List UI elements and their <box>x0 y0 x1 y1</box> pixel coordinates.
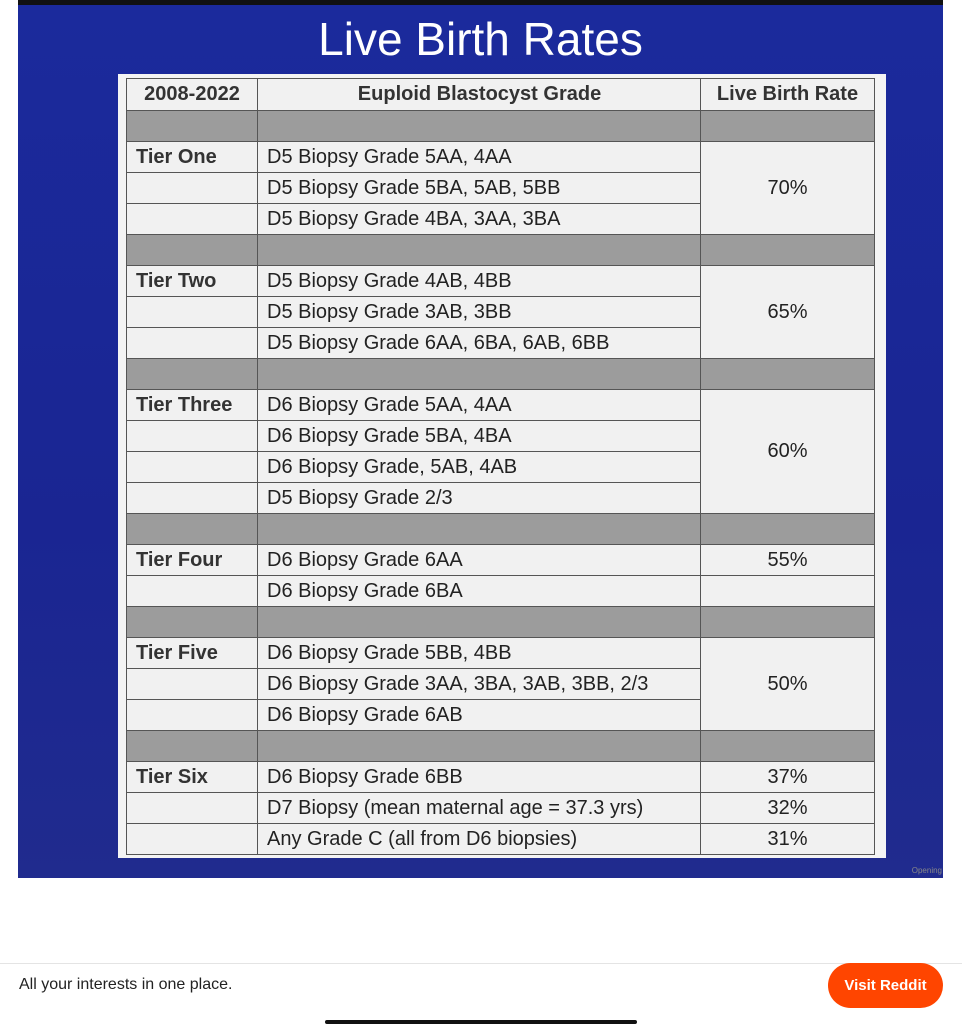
visit-button[interactable]: Visit Reddit <box>828 963 943 1008</box>
grade-cell: D6 Biopsy Grade 6AB <box>257 699 702 731</box>
rate-cell: 60% <box>700 389 875 514</box>
divider <box>0 963 962 964</box>
empty-cell <box>126 699 258 731</box>
empty-cell <box>126 451 258 483</box>
header-cell: 2008-2022 <box>126 78 258 111</box>
empty-cell <box>126 327 258 359</box>
separator-row <box>126 606 258 638</box>
separator-row <box>126 513 258 545</box>
grade-cell: D5 Biopsy Grade 5BA, 5AB, 5BB <box>257 172 702 204</box>
separator-row <box>126 730 258 762</box>
empty-cell <box>126 575 258 607</box>
separator-row <box>257 110 702 142</box>
grade-cell: D5 Biopsy Grade 4BA, 3AA, 3BA <box>257 203 702 235</box>
grade-cell: D6 Biopsy Grade 5AA, 4AA <box>257 389 702 421</box>
tier-label: Tier Two <box>126 265 258 297</box>
grade-cell: D6 Biopsy Grade 6BA <box>257 575 702 607</box>
separator-row <box>126 110 258 142</box>
empty-cell <box>700 575 875 607</box>
grade-cell: D6 Biopsy Grade 5BB, 4BB <box>257 637 702 669</box>
tier-label: Tier Six <box>126 761 258 793</box>
tier-label: Tier One <box>126 141 258 173</box>
empty-cell <box>126 203 258 235</box>
grade-cell: D5 Biopsy Grade 5AA, 4AA <box>257 141 702 173</box>
grade-cell: D6 Biopsy Grade 3AA, 3BA, 3AB, 3BB, 2/3 <box>257 668 702 700</box>
separator-row <box>257 358 702 390</box>
tier-label: Tier Four <box>126 544 258 576</box>
grade-cell: D5 Biopsy Grade 6AA, 6BA, 6AB, 6BB <box>257 327 702 359</box>
grade-cell: D6 Biopsy Grade 6AA <box>257 544 702 576</box>
rate-cell: 55% <box>700 544 875 576</box>
grade-cell: D5 Biopsy Grade 2/3 <box>257 482 702 514</box>
separator-row <box>700 110 875 142</box>
empty-cell <box>126 420 258 452</box>
empty-cell <box>126 296 258 328</box>
separator-row <box>257 234 702 266</box>
grade-cell: Any Grade C (all from D6 biopsies) <box>257 823 702 855</box>
empty-cell <box>126 668 258 700</box>
empty-cell <box>126 172 258 204</box>
rate-cell: 37% <box>700 761 875 793</box>
separator-row <box>257 606 702 638</box>
separator-row <box>257 730 702 762</box>
separator-row <box>700 234 875 266</box>
empty-cell <box>126 823 258 855</box>
separator-row <box>700 358 875 390</box>
separator-row <box>126 358 258 390</box>
tier-label: Tier Three <box>126 389 258 421</box>
separator-row <box>700 513 875 545</box>
header-cell: Live Birth Rate <box>700 78 875 111</box>
rate-cell: 70% <box>700 141 875 235</box>
rate-cell: 31% <box>700 823 875 855</box>
tagline: All your interests in one place. <box>19 976 233 993</box>
empty-cell <box>126 792 258 824</box>
grade-cell: D6 Biopsy Grade 6BB <box>257 761 702 793</box>
grade-cell: D5 Biopsy Grade 4AB, 4BB <box>257 265 702 297</box>
empty-cell <box>126 482 258 514</box>
grade-cell: D7 Biopsy (mean maternal age = 37.3 yrs) <box>257 792 702 824</box>
header-cell: Euploid Blastocyst Grade <box>257 78 702 111</box>
separator-row <box>126 234 258 266</box>
slide-title: Live Birth Rates <box>318 13 643 65</box>
grade-cell: D5 Biopsy Grade 3AB, 3BB <box>257 296 702 328</box>
home-indicator <box>325 1020 637 1024</box>
separator-row <box>700 730 875 762</box>
separator-row <box>700 606 875 638</box>
rate-cell: 50% <box>700 637 875 731</box>
rate-cell: 65% <box>700 265 875 359</box>
tier-label: Tier Five <box>126 637 258 669</box>
corner-text: Opening <box>911 866 942 875</box>
rate-cell: 32% <box>700 792 875 824</box>
grade-cell: D6 Biopsy Grade, 5AB, 4AB <box>257 451 702 483</box>
grade-cell: D6 Biopsy Grade 5BA, 4BA <box>257 420 702 452</box>
slide-edge <box>18 0 943 5</box>
table: 2008-2022 Euploid Blastocyst Grade Live Bi… <box>118 74 886 858</box>
separator-row <box>257 513 702 545</box>
